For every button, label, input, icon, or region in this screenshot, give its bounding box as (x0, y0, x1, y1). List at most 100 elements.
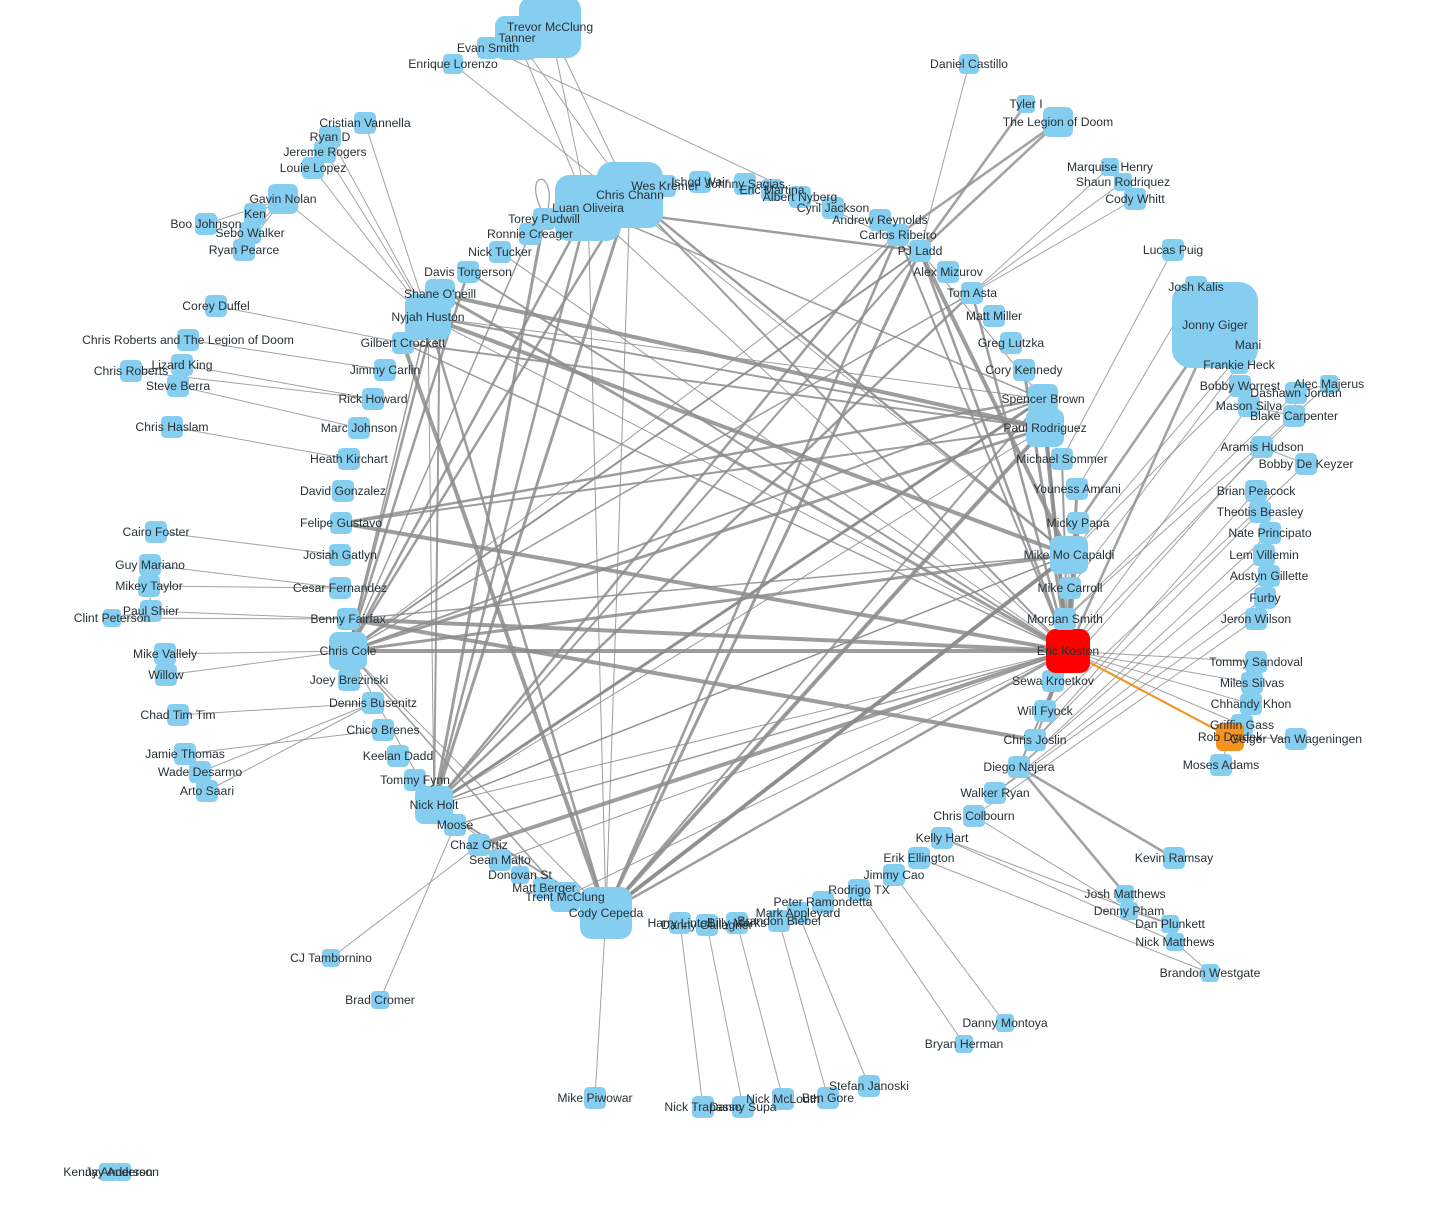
svg-text:Enrique Lorenzo: Enrique Lorenzo (408, 57, 498, 71)
svg-text:Gilbert Crockett: Gilbert Crockett (361, 336, 446, 350)
svg-text:Matt Miller: Matt Miller (966, 309, 1022, 323)
svg-text:Benny Fairfax: Benny Fairfax (310, 612, 385, 626)
svg-text:Steve Berra: Steve Berra (146, 379, 211, 393)
svg-text:Nick Holt: Nick Holt (410, 798, 459, 812)
svg-text:Ken: Ken (244, 207, 266, 221)
svg-text:Michael Sommer: Michael Sommer (1016, 452, 1107, 466)
svg-text:Ryan D: Ryan D (310, 130, 351, 144)
svg-text:Austyn Gillette: Austyn Gillette (1230, 569, 1309, 583)
svg-text:Carlos Ribeiro: Carlos Ribeiro (859, 228, 936, 242)
svg-text:Cesar Fernandez: Cesar Fernandez (293, 581, 387, 595)
svg-text:Brad Cromer: Brad Cromer (345, 993, 415, 1007)
svg-text:Chris Roberts and The Legion o: Chris Roberts and The Legion of Doom (82, 333, 294, 347)
svg-text:Mike Carroll: Mike Carroll (1037, 581, 1102, 595)
svg-text:Josh Kalis: Josh Kalis (1168, 280, 1224, 294)
svg-text:Davis Torgerson: Davis Torgerson (424, 265, 512, 279)
svg-text:Sewa Kroetkov: Sewa Kroetkov (1012, 674, 1095, 688)
svg-text:Bryan Herman: Bryan Herman (925, 1037, 1004, 1051)
svg-text:David Gonzalez: David Gonzalez (300, 484, 386, 498)
svg-text:Micky Papa: Micky Papa (1047, 516, 1110, 530)
svg-text:Tom Asta: Tom Asta (947, 286, 997, 300)
svg-text:Alex Mizurov: Alex Mizurov (913, 265, 984, 279)
svg-text:Frankie Heck: Frankie Heck (1203, 358, 1276, 372)
svg-text:Andrew Reynolds: Andrew Reynolds (832, 213, 928, 227)
svg-text:Boo Johnson: Boo Johnson (170, 217, 241, 231)
svg-text:Jeron Wilson: Jeron Wilson (1221, 612, 1291, 626)
svg-text:Josh Matthews: Josh Matthews (1084, 887, 1165, 901)
svg-text:Peter Ramondetta: Peter Ramondetta (774, 895, 873, 909)
svg-text:CJ Tambornino: CJ Tambornino (290, 951, 372, 965)
svg-text:Evan Smith: Evan Smith (457, 41, 519, 55)
svg-text:Cairo Foster: Cairo Foster (122, 525, 189, 539)
svg-text:Jimmy Cao: Jimmy Cao (864, 868, 925, 882)
svg-text:Mikey Taylor: Mikey Taylor (115, 579, 183, 593)
svg-text:Cristian Vannella: Cristian Vannella (319, 116, 410, 130)
svg-text:Miles Silvas: Miles Silvas (1220, 676, 1284, 690)
svg-text:Marc Johnson: Marc Johnson (321, 421, 398, 435)
svg-text:Rob Dyrdek: Rob Dyrdek (1198, 730, 1263, 744)
svg-text:Chris Joslin: Chris Joslin (1004, 733, 1067, 747)
svg-text:Aramis Hudson: Aramis Hudson (1220, 440, 1303, 454)
svg-text:Jamie Thomas: Jamie Thomas (145, 747, 225, 761)
svg-text:Wade Desarmo: Wade Desarmo (158, 765, 242, 779)
svg-text:Chris Chann: Chris Chann (596, 188, 664, 202)
svg-text:Blake Carpenter: Blake Carpenter (1250, 409, 1338, 423)
svg-text:Brandon Westgate: Brandon Westgate (1160, 966, 1261, 980)
svg-text:Guy Mariano: Guy Mariano (115, 558, 185, 572)
svg-text:Daniel Castillo: Daniel Castillo (930, 57, 1008, 71)
svg-text:Theotis Beasley: Theotis Beasley (1217, 505, 1305, 519)
svg-text:Nate Principato: Nate Principato (1228, 526, 1312, 540)
svg-text:Jimmy Carlin: Jimmy Carlin (350, 363, 420, 377)
svg-text:Tommy Fynn: Tommy Fynn (380, 773, 450, 787)
svg-text:Chris Cole: Chris Cole (320, 644, 377, 658)
svg-text:Nick Tucker: Nick Tucker (468, 245, 532, 259)
svg-text:Kevin Ramsay: Kevin Ramsay (1135, 851, 1214, 865)
svg-text:Chris Colbourn: Chris Colbourn (933, 809, 1014, 823)
svg-text:Mike Mo Capaldi: Mike Mo Capaldi (1024, 548, 1115, 562)
svg-text:Lucas Puig: Lucas Puig (1143, 243, 1203, 257)
svg-text:Nyjah Huston: Nyjah Huston (391, 310, 464, 324)
svg-text:Marquise Henry: Marquise Henry (1067, 160, 1154, 174)
svg-text:Mani: Mani (1235, 338, 1261, 352)
svg-text:Shaun Rodriquez: Shaun Rodriquez (1076, 175, 1170, 189)
svg-text:Heath Kirchart: Heath Kirchart (310, 452, 389, 466)
svg-text:Shane O'neill: Shane O'neill (404, 287, 476, 301)
svg-text:Denny Pham: Denny Pham (1094, 904, 1164, 918)
svg-text:Diego Najera: Diego Najera (983, 760, 1054, 774)
svg-text:Rick Howard: Rick Howard (338, 392, 407, 406)
svg-text:Jonny Giger: Jonny Giger (1182, 318, 1248, 332)
svg-text:Trent McClung: Trent McClung (525, 890, 604, 904)
svg-text:Chhandy Khon: Chhandy Khon (1211, 697, 1292, 711)
svg-text:Bobby De Keyzer: Bobby De Keyzer (1259, 457, 1354, 471)
svg-text:Morgan Smith: Morgan Smith (1027, 612, 1103, 626)
svg-text:PJ Ladd: PJ Ladd (898, 244, 943, 258)
svg-text:Josiah Gatlyn: Josiah Gatlyn (303, 548, 377, 562)
svg-text:Youness Amrani: Youness Amrani (1033, 482, 1121, 496)
svg-text:Danny Montoya: Danny Montoya (962, 1016, 1048, 1030)
svg-text:Dennis Busenitz: Dennis Busenitz (329, 696, 417, 710)
svg-text:Chaz Ortiz: Chaz Ortiz (450, 838, 508, 852)
svg-text:Mike Piwowar: Mike Piwowar (557, 1091, 632, 1105)
svg-text:Bobby Worrest: Bobby Worrest (1200, 379, 1281, 393)
svg-text:Ryan Pearce: Ryan Pearce (209, 243, 280, 257)
svg-text:Sean Malto: Sean Malto (469, 853, 531, 867)
svg-text:Brian Peacock: Brian Peacock (1217, 484, 1296, 498)
svg-text:Arto Saari: Arto Saari (180, 784, 234, 798)
svg-text:Kelly Hart: Kelly Hart (916, 831, 969, 845)
svg-text:Greg Lutzka: Greg Lutzka (978, 336, 1045, 350)
svg-text:The Legion of Doom: The Legion of Doom (1003, 115, 1113, 129)
svg-text:Will Fyock: Will Fyock (1017, 704, 1073, 718)
svg-text:Donovan St: Donovan St (488, 868, 552, 882)
svg-text:Tommy Sandoval: Tommy Sandoval (1209, 655, 1302, 669)
svg-text:Rodrigo TX: Rodrigo TX (828, 883, 889, 897)
svg-text:Tyler I: Tyler I (1009, 97, 1042, 111)
svg-text:Torey Pudwill: Torey Pudwill (508, 212, 580, 226)
svg-text:Furby: Furby (1249, 591, 1281, 605)
svg-text:Willow: Willow (148, 668, 183, 682)
svg-text:Erik Ellington: Erik Ellington (883, 851, 954, 865)
svg-text:Moose: Moose (437, 818, 474, 832)
svg-text:Jay Anderson: Jay Anderson (85, 1165, 159, 1179)
svg-text:Lizard King: Lizard King (152, 358, 213, 372)
svg-text:Paul Shier: Paul Shier (123, 604, 179, 618)
svg-text:Joey Brezinski: Joey Brezinski (310, 673, 389, 687)
